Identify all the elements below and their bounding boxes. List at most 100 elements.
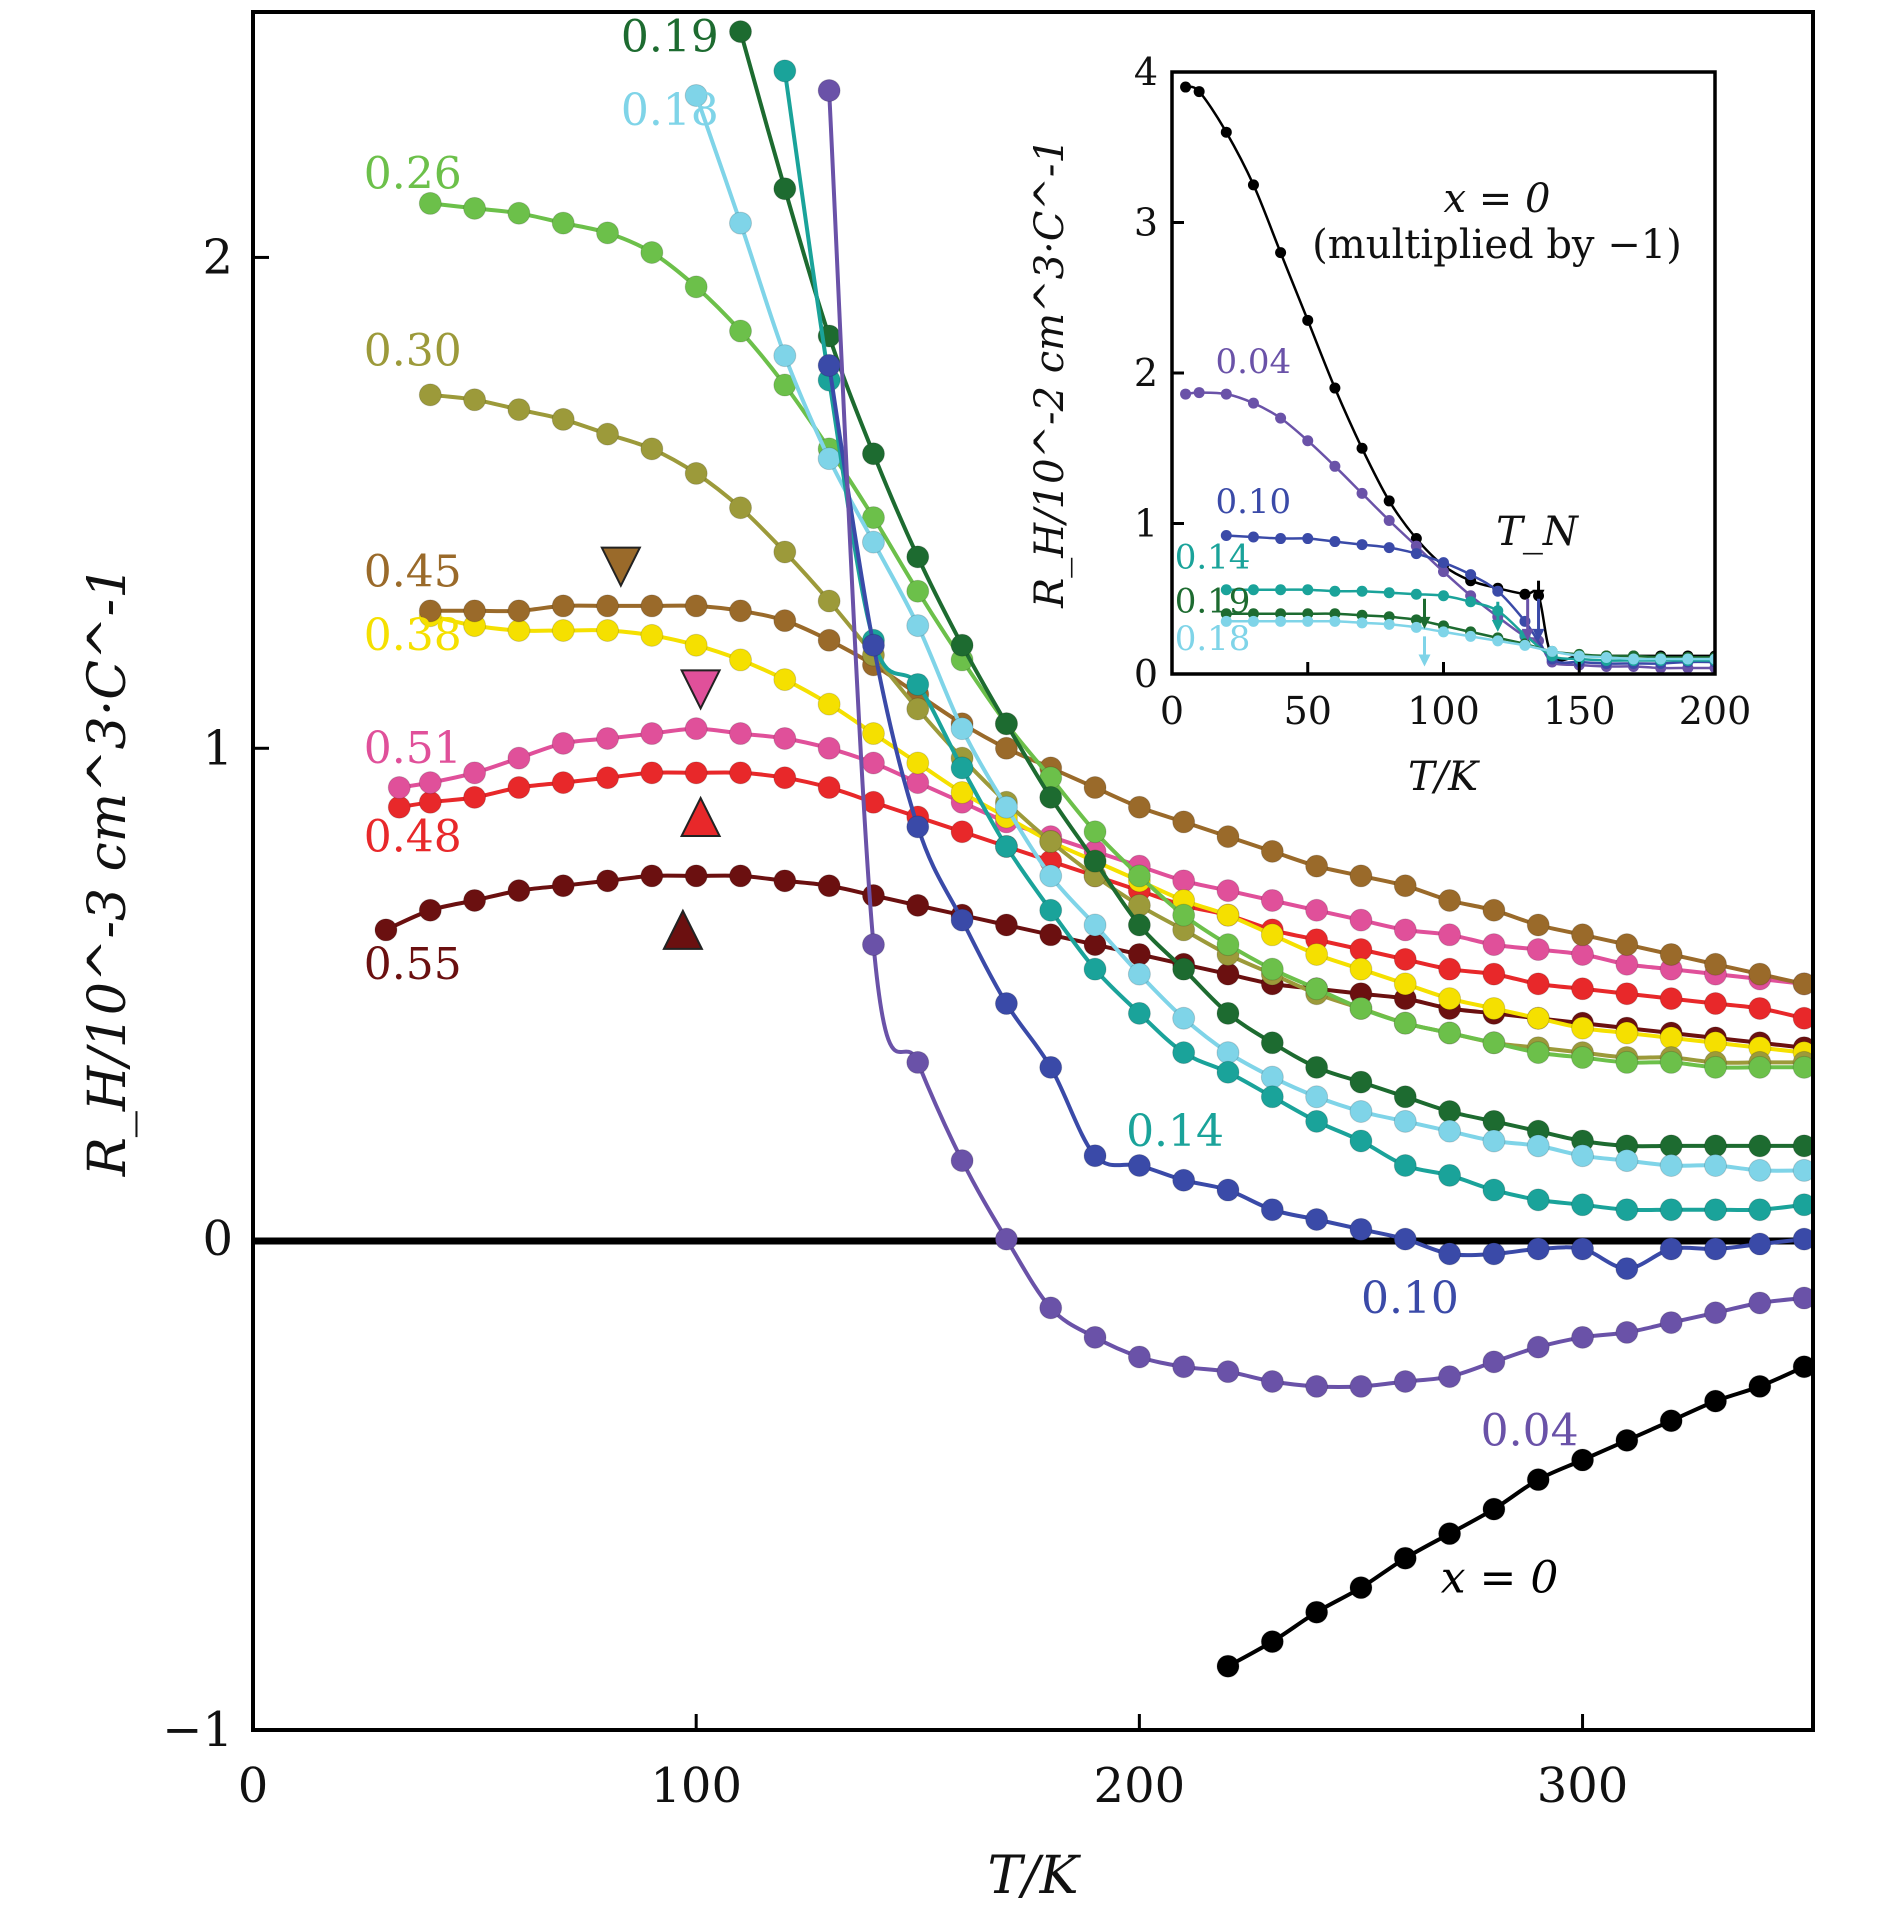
data-point [1302,533,1314,545]
tn-arrow-head [1521,628,1534,641]
data-point [1127,1345,1151,1369]
data-point [1247,531,1259,543]
data-point [1659,1134,1683,1158]
data-point [1482,1497,1506,1521]
data-point [640,594,664,618]
data-point [1216,1360,1240,1384]
data-point [1465,630,1477,642]
data-point [1302,615,1314,627]
data-point [1305,854,1329,878]
data-point [1492,635,1504,647]
series-label: 0.18 [621,85,719,136]
triangle-up-marker [679,795,722,838]
data-point [418,383,442,407]
main-chart: 0.190.180.260.300.450.380.510.480.550.14… [78,10,1815,1906]
data-point [1172,957,1196,981]
data-point [1349,957,1373,981]
data-point [1438,1242,1462,1266]
data-point [1083,820,1107,844]
y-tick-label: 4 [1134,50,1158,94]
data-point [1305,1374,1329,1398]
data-point [1039,898,1063,922]
y-tick-label: −1 [162,1702,233,1758]
data-point [1393,1011,1417,1035]
data-point [1193,86,1205,98]
data-point [507,776,531,800]
data-point [1792,1134,1813,1158]
data-point [1659,1154,1683,1178]
data-point [1393,947,1417,971]
data-point [463,196,487,220]
data-point [1393,918,1417,942]
x-tick-label: 150 [1543,689,1616,733]
data-point [596,869,620,893]
data-point [1039,864,1063,888]
data-point [551,771,575,795]
data-point [1438,923,1462,947]
data-point [1792,1193,1813,1217]
data-point [1615,1257,1639,1281]
data-point [551,618,575,642]
data-point [1247,608,1259,620]
data-point [387,776,411,800]
data-point [1438,626,1449,638]
data-point [1302,314,1314,326]
data-point [1260,923,1284,947]
data-point [1615,1149,1639,1173]
data-point [1260,1031,1284,1055]
tn-arrow-head [1532,589,1545,602]
data-point [1383,495,1395,507]
data-point [1349,996,1373,1020]
data-point [1172,1006,1196,1030]
x-tick-label: 200 [1679,689,1752,733]
data-point [374,918,398,942]
data-point [1571,1448,1595,1472]
data-point [1615,933,1639,957]
data-point [1260,1198,1284,1222]
x-tick-label: 100 [1407,689,1480,733]
data-point [950,717,974,741]
data-point [1482,996,1506,1020]
series-label: 0.19 [621,11,719,62]
data-point [1571,942,1595,966]
data-point [773,344,797,368]
data-point [1792,1055,1813,1079]
data-point [1260,1065,1284,1089]
data-point [729,20,752,44]
y-tick-label: 0 [202,1211,233,1267]
data-point [1526,972,1550,996]
data-point [1438,1365,1462,1389]
data-point [1172,869,1196,893]
data-point [1180,81,1192,93]
data-point [1220,530,1232,542]
data-point [1356,442,1368,454]
data-point [1083,1144,1107,1168]
data-point [1659,1311,1683,1335]
data-point [1438,1163,1462,1187]
data-point [817,736,841,760]
series-line-0-38 [429,613,1805,1055]
data-point [1383,611,1395,623]
data-point [1659,1237,1683,1261]
data-point [1659,1026,1683,1050]
data-point [1410,533,1422,545]
data-point [1792,1158,1813,1182]
data-point [994,712,1018,736]
data-point [1302,435,1314,447]
series-line-0-04 [1185,391,1715,670]
data-point [1220,388,1232,400]
data-point [861,722,885,746]
data-point [1216,962,1240,986]
data-point [1792,1355,1813,1379]
data-point [1247,615,1259,627]
data-point [1275,608,1287,620]
data-point [1526,1041,1550,1065]
data-point [1792,1227,1813,1251]
data-point [1659,987,1683,1011]
data-point [1571,977,1595,1001]
data-point [1083,776,1107,800]
data-point [1526,1188,1550,1212]
data-point [861,884,885,908]
data-point [994,736,1018,760]
data-point [507,746,531,770]
